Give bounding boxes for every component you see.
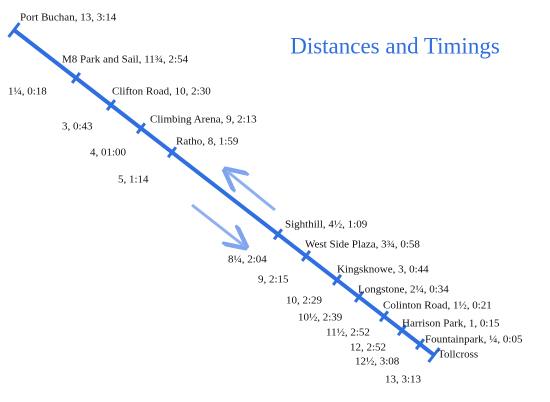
reverse-label: 10, 2:29: [286, 295, 323, 307]
stop-label: Ratho, 8, 1:59: [176, 136, 239, 148]
reverse-label: 12, 2:52: [350, 342, 386, 354]
reverse-label: 11½, 2:52: [326, 327, 370, 339]
stop-label: Longstone, 2¼, 0:34: [358, 284, 449, 296]
stop-tick: [166, 146, 178, 159]
reverse-label: 12½, 3:08: [355, 356, 400, 368]
reverse-label: 4, 01:00: [90, 147, 127, 159]
stop-tick: [353, 291, 365, 303]
stop-label: Sighthill, 4½, 1:09: [285, 219, 368, 231]
stop-tick: [378, 310, 390, 323]
reverse-label: 1¼, 0:18: [8, 86, 47, 98]
stop-label: Climbing Arena, 9, 2:13: [150, 114, 257, 126]
stop-tick: [331, 274, 343, 286]
arrow-return: [191, 203, 243, 245]
stop-label: Tollcross: [438, 349, 478, 361]
reverse-label: 10½, 2:39: [298, 312, 343, 324]
reverse-label: 8¼, 2:04: [228, 254, 267, 266]
stop-label: Port Buchan, 13, 3:14: [20, 12, 117, 24]
stop-label: M8 Park and Sail, 11¾, 2:54: [62, 54, 189, 66]
stop-tick: [7, 22, 21, 38]
stop-label: Harrison Park, 1, 0:15: [402, 318, 500, 330]
title: Distances and Timings: [290, 33, 500, 58]
reverse-label: 13, 3:13: [385, 374, 422, 386]
stop-tick: [427, 347, 441, 363]
stop-tick: [135, 122, 147, 135]
stop-label: Colinton Road, 1½, 0:21: [383, 300, 492, 312]
stop-label: Fountainpark, ¼, 0:05: [425, 334, 523, 346]
reverse-label: 3, 0:43: [62, 121, 93, 133]
stop-tick: [272, 228, 284, 241]
stop-tick: [396, 324, 408, 337]
arrow-outbound: [228, 172, 276, 212]
stop-label: West Side Plaza, 3¾, 0:58: [305, 239, 420, 251]
stop-tick: [414, 338, 426, 351]
stop-tick: [70, 72, 82, 84]
stop-tick: [300, 250, 312, 262]
stop-label: Clifton Road, 10, 2:30: [112, 86, 211, 98]
stop-label: Kingsknowe, 3, 0:44: [337, 264, 429, 276]
reverse-label: 9, 2:15: [258, 274, 289, 286]
reverse-label: 5, 1:14: [118, 174, 149, 186]
stop-tick: [105, 99, 117, 111]
